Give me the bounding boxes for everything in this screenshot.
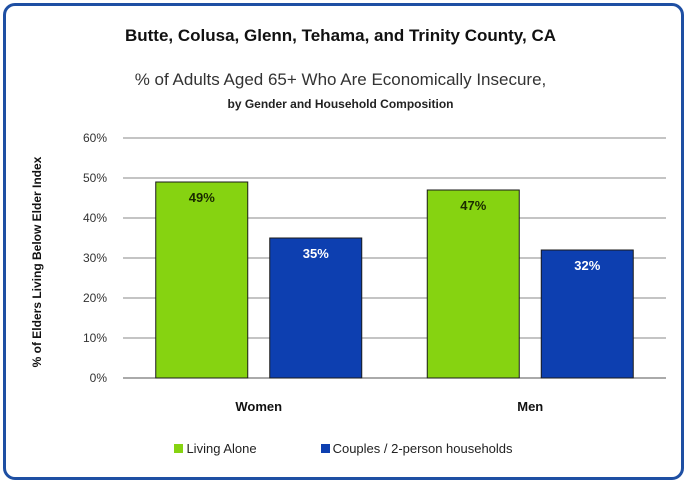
legend-swatch-couples <box>320 444 330 453</box>
data-label-women-living-alone: 49% <box>189 190 215 205</box>
data-label-men-living-alone: 47% <box>460 198 486 213</box>
y-tick-label: 0% <box>90 371 108 385</box>
x-tick-label: Women <box>235 399 282 414</box>
y-tick-label: 10% <box>83 331 107 345</box>
legend-swatch-living-alone <box>174 444 184 453</box>
data-label-men-couples-2-person-households: 32% <box>574 258 600 273</box>
y-tick-label: 30% <box>83 251 107 265</box>
y-tick-label: 20% <box>83 291 107 305</box>
y-tick-label: 60% <box>83 131 107 145</box>
legend-label-couples: Couples / 2-person households <box>332 441 513 456</box>
legend-label-living-alone: Living Alone <box>186 441 257 456</box>
legend: Living Alone Couples / 2-person househol… <box>0 441 687 456</box>
x-tick-label: Men <box>517 399 543 414</box>
bar-women-couples-2-person-households <box>269 237 363 379</box>
bar-men-living-alone <box>426 189 520 379</box>
bar-men-couples-2-person-households <box>540 249 634 379</box>
legend-item-living-alone: Living Alone <box>174 441 257 456</box>
chart-subtitle: % of Adults Aged 65+ Who Are Economicall… <box>134 70 547 89</box>
chart-title: Butte, Colusa, Glenn, Tehama, and Trinit… <box>124 26 557 45</box>
chart-subtitle-secondary: by Gender and Household Composition <box>227 97 454 111</box>
y-tick-label: 50% <box>83 171 107 185</box>
data-label-women-couples-2-person-households: 35% <box>303 246 329 261</box>
legend-item-couples: Couples / 2-person households <box>320 441 513 456</box>
y-tick-label: 40% <box>83 211 107 225</box>
bar-women-living-alone <box>155 181 249 379</box>
